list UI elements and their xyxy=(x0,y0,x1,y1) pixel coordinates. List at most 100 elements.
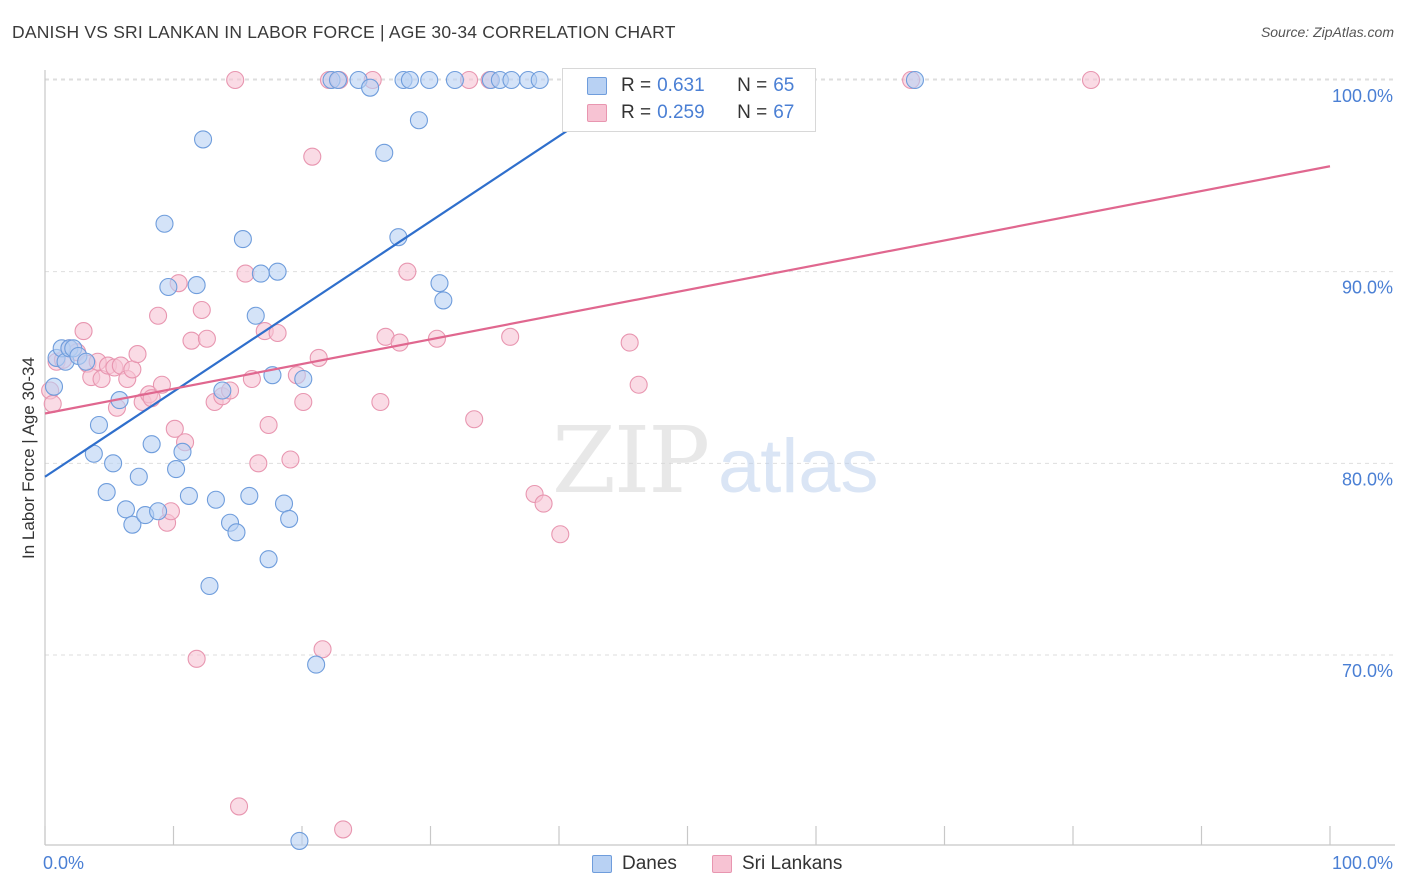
bottom-legend-srilankans: Sri Lankans xyxy=(712,852,842,876)
bottom-danes-label: Danes xyxy=(622,853,677,874)
srilankans-point xyxy=(398,262,417,281)
stats-legend: R = 0.631 N = 65 R = 0.259 N = 67 xyxy=(562,68,816,132)
danes-r-label: R = xyxy=(621,75,652,96)
srilankans-point xyxy=(165,419,184,438)
danes-point xyxy=(259,550,278,569)
bottom-srilankans-swatch xyxy=(712,855,732,873)
danes-point xyxy=(227,523,246,542)
danes-point xyxy=(213,381,232,400)
danes-point xyxy=(328,70,348,90)
danes-point xyxy=(361,78,380,97)
danes-point xyxy=(268,262,287,281)
x-tick-label: 0.0% xyxy=(43,853,84,873)
danes-point xyxy=(129,467,148,486)
srilankans-point xyxy=(281,450,300,469)
srilankans-point xyxy=(187,649,206,668)
srilankans-point xyxy=(236,264,255,283)
srilankans-n-value: 67 xyxy=(773,102,795,123)
danes-point xyxy=(97,483,116,502)
danes-point xyxy=(530,70,549,90)
watermark-atlas: atlas xyxy=(718,424,879,509)
danes-point xyxy=(274,494,294,513)
srilankans-point xyxy=(259,415,278,435)
srilankans-trend-line xyxy=(44,165,1331,415)
srilankans-point xyxy=(294,392,313,412)
bottom-danes-swatch xyxy=(592,855,612,873)
danes-point xyxy=(167,460,186,479)
y-tick-label: 90.0% xyxy=(1342,278,1393,298)
danes-point xyxy=(251,264,270,283)
chart-title: DANISH VS SRI LANKAN IN LABOR FORCE | AG… xyxy=(12,22,676,42)
danes-point xyxy=(445,70,464,90)
srilankans-r-label: R = xyxy=(621,102,652,123)
srilankans-point xyxy=(182,331,201,350)
axis-labels: 70.0% 80.0% 90.0% 100.0% 0.0% 100.0% In Labor … xyxy=(19,86,1393,873)
srilankans-point xyxy=(501,327,520,346)
danes-point xyxy=(149,502,168,521)
danes-point xyxy=(155,214,174,233)
danes-swatch xyxy=(587,77,607,95)
danes-point xyxy=(375,143,394,162)
srilankans-point xyxy=(629,375,648,394)
srilankans-point xyxy=(152,375,171,394)
srilankans-n-label: N = xyxy=(737,102,768,123)
srilankans-point xyxy=(309,348,328,367)
danes-point xyxy=(420,70,439,90)
srilankans-point xyxy=(249,454,268,473)
watermark-zip: ZIP xyxy=(552,407,708,514)
y-tick-label: 100.0% xyxy=(1332,86,1393,106)
danes-point xyxy=(123,515,142,534)
source-label: Source: ZipAtlas.com xyxy=(1260,24,1394,40)
gridlines xyxy=(45,78,1395,656)
bottom-legend-danes: Danes xyxy=(592,852,677,876)
danes-point xyxy=(307,655,326,674)
srilankans-point xyxy=(371,392,390,412)
danes-point xyxy=(905,70,924,90)
danes-point xyxy=(240,486,259,505)
danes-point xyxy=(206,490,225,509)
danes-point xyxy=(434,291,453,310)
srilankans-point xyxy=(313,640,332,659)
danes-point xyxy=(173,442,192,461)
danes-point xyxy=(409,111,428,130)
danes-point xyxy=(89,415,109,435)
danes-r-value: 0.631 xyxy=(657,75,705,96)
srilankans-point xyxy=(192,300,211,320)
srilankans-point xyxy=(226,70,245,90)
danes-point xyxy=(44,377,64,396)
srilankans-point xyxy=(74,322,93,341)
danes-point xyxy=(77,352,96,371)
srilankans-point xyxy=(465,410,484,429)
srilankans-point xyxy=(149,306,168,325)
x-tick-label: 100.0% xyxy=(1332,853,1393,873)
watermark: ZIP atlas xyxy=(552,407,879,514)
danes-point xyxy=(179,486,198,505)
srilankans-point xyxy=(268,323,287,343)
danes-point xyxy=(159,277,178,297)
legend-row-danes: R = 0.631 N = 65 xyxy=(587,75,794,97)
danes-point xyxy=(280,509,299,528)
danes-trend-line xyxy=(44,71,656,478)
danes-point xyxy=(116,500,136,519)
srilankans-swatch xyxy=(587,104,607,122)
danes-point xyxy=(294,369,313,389)
srilankans-r-value: 0.259 xyxy=(657,102,705,123)
danes-n-value: 65 xyxy=(773,75,795,96)
srilankans-point xyxy=(551,525,570,544)
srilankans-point xyxy=(334,820,353,839)
trend-lines xyxy=(44,71,1331,478)
danes-point xyxy=(194,130,213,149)
srilankans-point xyxy=(534,494,553,513)
srilankans-point xyxy=(303,147,322,166)
danes-point xyxy=(502,70,521,90)
danes-point xyxy=(400,70,419,90)
y-tick-label: 80.0% xyxy=(1342,469,1393,489)
srilankans-point xyxy=(1081,70,1101,90)
danes-n-label: N = xyxy=(737,75,768,96)
danes-point xyxy=(104,454,123,473)
srilankans-point xyxy=(229,797,249,816)
srilankans-point xyxy=(620,333,639,352)
danes-point xyxy=(200,576,219,596)
bottom-srilankans-label: Sri Lankans xyxy=(742,853,843,874)
